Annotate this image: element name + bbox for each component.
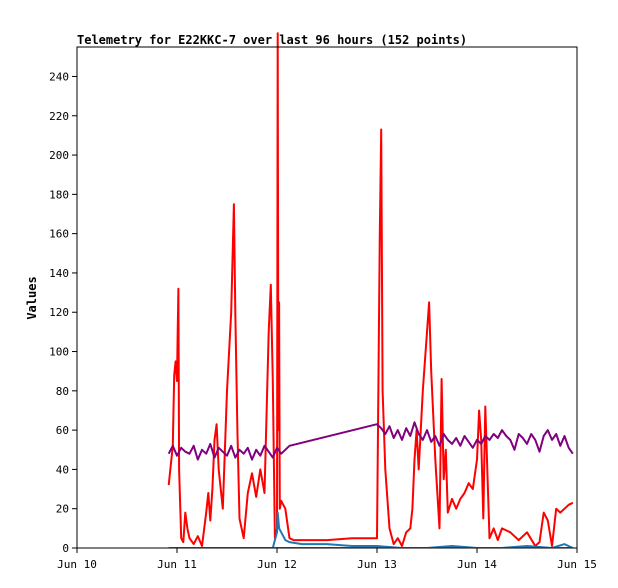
y-tick-label: 60	[56, 424, 69, 437]
y-axis-label: Values	[25, 276, 39, 319]
x-tick-label: Jun 15	[557, 558, 597, 571]
series-line-2	[167, 421, 574, 461]
x-tick-label: Jun 13	[357, 558, 397, 571]
x-tick-label: Jun 12	[257, 558, 297, 571]
y-tick-label: 80	[56, 385, 69, 398]
y-tick-label: 0	[62, 542, 69, 555]
y-tick-label: 240	[49, 70, 69, 83]
y-tick-label: 140	[49, 267, 69, 280]
y-tick-label: 180	[49, 188, 69, 201]
chart-title: Telemetry for E22KKC-7 over last 96 hour…	[77, 33, 467, 47]
y-tick-label: 40	[56, 463, 69, 476]
series-layer	[167, 32, 574, 548]
plot-frame	[76, 46, 578, 549]
y-tick-label: 220	[49, 110, 69, 123]
axes-layer: 0 20 40 60 80 100 120 140 160 180 200 220 240 Jun 10 J…	[49, 46, 597, 571]
x-tick-label: Jun 10	[57, 558, 97, 571]
x-tick-label: Jun 11	[157, 558, 197, 571]
y-tick-label: 200	[49, 149, 69, 162]
y-tick-label: 100	[49, 346, 69, 359]
y-tick-label: 160	[49, 228, 69, 241]
y-tick-label: 20	[56, 503, 69, 516]
x-tick-label: Jun 14	[457, 558, 497, 571]
y-tick-label: 120	[49, 306, 69, 319]
series-line-1	[167, 32, 574, 547]
series-line-3	[168, 511, 574, 548]
